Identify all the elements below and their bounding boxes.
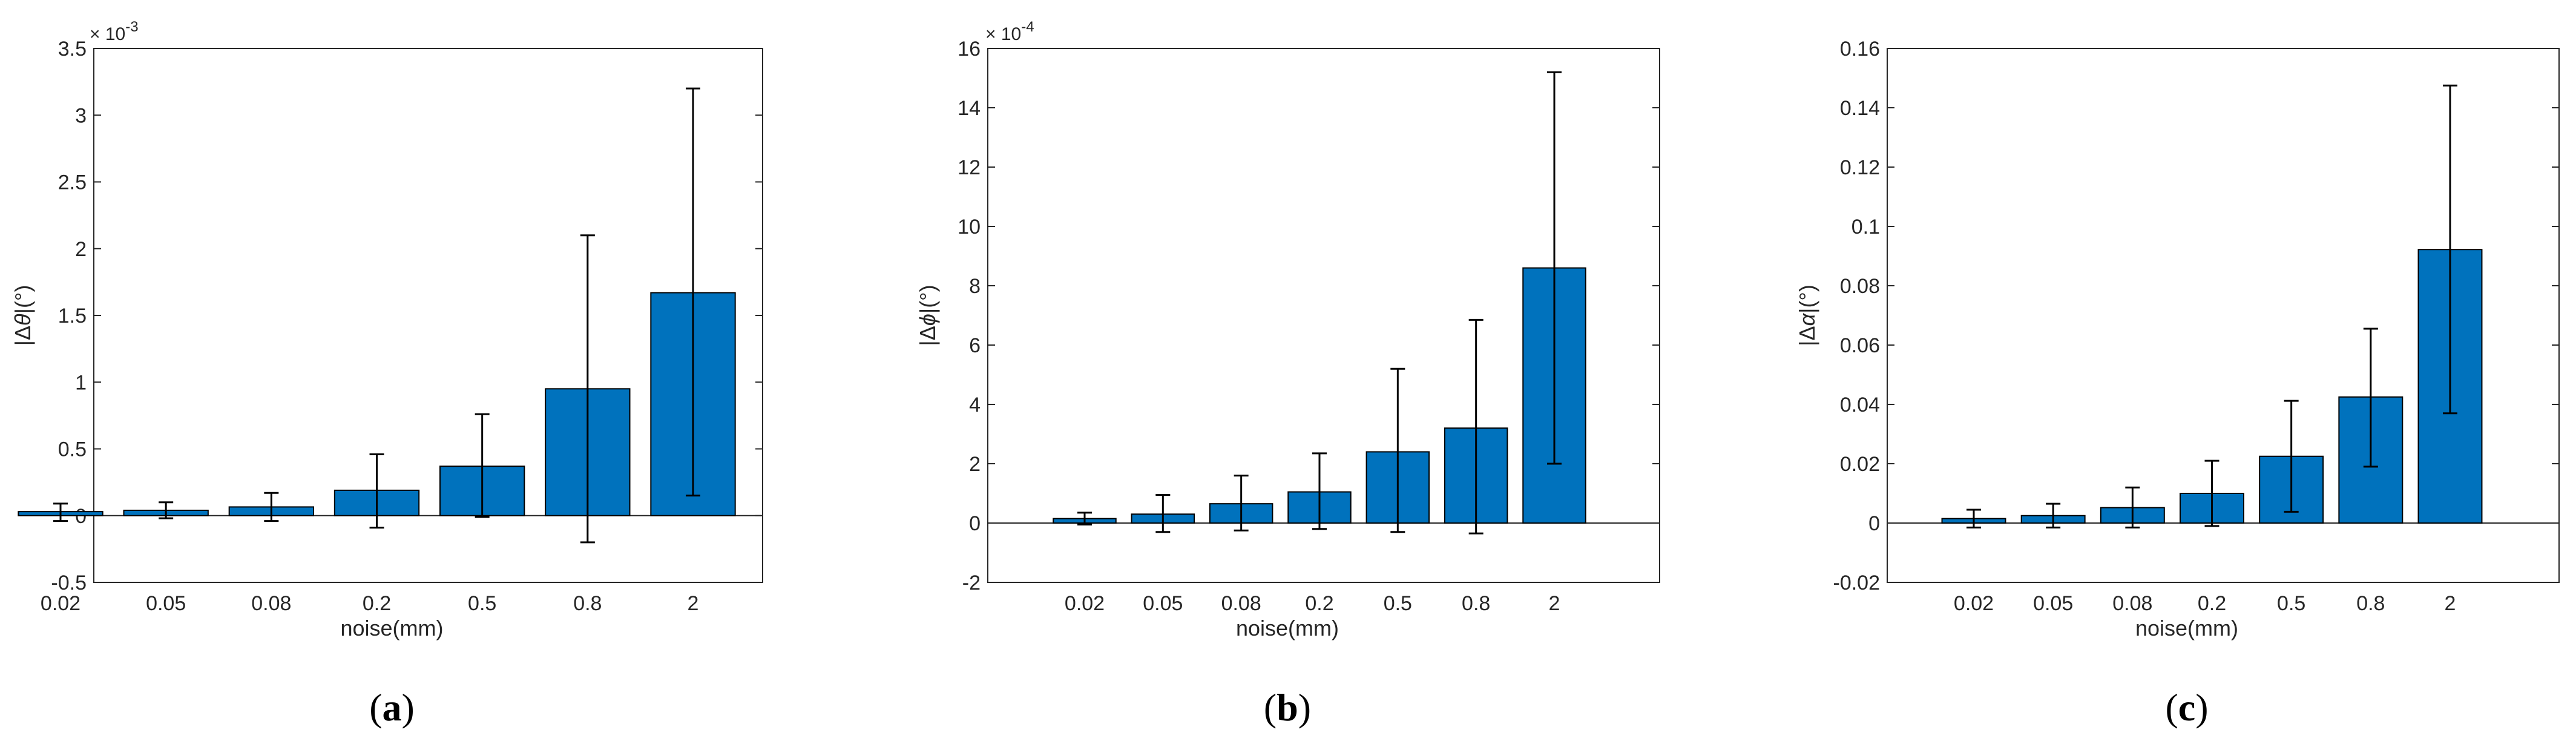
x-tick-label: 0.08 <box>251 592 291 615</box>
x-tick-label: 2 <box>2445 592 2456 615</box>
error-bars <box>1966 84 2457 528</box>
y-tick-label: 0.02 <box>1840 453 1880 476</box>
y-tick-label: 1.5 <box>58 305 87 328</box>
x-tick-label: 0.08 <box>2112 592 2152 615</box>
x-tick-label: 0.02 <box>41 592 80 615</box>
y-tick-label: 0.04 <box>1840 393 1880 416</box>
x-tick-label: 0.08 <box>1221 592 1261 615</box>
x-tick-labels: 0.02 0.05 0.08 0.2 0.5 0.8 2 <box>1065 592 1560 615</box>
y-tick-label: 12 <box>958 156 981 179</box>
y-tick-label: 16 <box>958 38 981 61</box>
x-axis-label: noise(mm) <box>340 616 443 640</box>
y-exponent-label: × 10-3 <box>90 19 139 44</box>
y-tick-label: 0.16 <box>1840 38 1880 61</box>
y-ticks: -2 0 2 4 6 8 10 12 14 16 <box>958 38 1660 594</box>
chart-panel-c: -0.02 0 0.02 0.04 0.06 0.08 0.1 0.12 0.14 0.16 0.… <box>1795 38 2560 729</box>
y-ticks: -0.500.511.522.533.5 <box>51 38 763 594</box>
y-tick-label: -2 <box>962 571 981 594</box>
x-tick-label: 0.2 <box>1305 592 1333 615</box>
x-tick-label: 0.05 <box>1143 592 1183 615</box>
error-bars <box>53 87 700 544</box>
error-bars <box>1077 71 1562 535</box>
x-tick-label: 0.2 <box>363 592 391 615</box>
y-tick-label: 3 <box>75 104 87 127</box>
y-axis-label: |Δθ|(°) <box>10 285 35 346</box>
x-tick-label: 0.02 <box>1954 592 1994 615</box>
y-axis-label: |Δα|(°) <box>1795 285 1819 346</box>
x-tick-label: 0.05 <box>146 592 186 615</box>
y-tick-label: 4 <box>969 393 981 416</box>
y-tick-label: 0.14 <box>1840 97 1880 120</box>
x-tick-labels: 0.02 0.05 0.08 0.2 0.5 0.8 2 <box>1954 592 2456 615</box>
y-tick-label: 14 <box>958 97 981 120</box>
x-tick-labels: 0.02 0.05 0.08 0.2 0.5 0.8 2 <box>41 592 699 615</box>
x-tick-label: 2 <box>1549 592 1560 615</box>
x-tick-label: 0.8 <box>573 592 602 615</box>
y-tick-label: 2.5 <box>58 171 87 194</box>
y-tick-label: 0 <box>1868 512 1880 535</box>
y-tick-label: 2 <box>75 238 87 261</box>
x-tick-label: 0.5 <box>2277 592 2305 615</box>
y-tick-label: 0.08 <box>1840 275 1880 298</box>
y-tick-label: 0.06 <box>1840 334 1880 357</box>
x-tick-label: 0.8 <box>1462 592 1490 615</box>
x-tick-label: 2 <box>688 592 699 615</box>
y-tick-label: 0.5 <box>58 438 87 461</box>
y-tick-label: 0.1 <box>1852 216 1880 239</box>
y-axis-label: |Δϕ|(°) <box>915 285 940 346</box>
y-tick-label: -0.5 <box>51 571 87 594</box>
x-tick-label: 0.2 <box>2198 592 2226 615</box>
chart-panel-a: -0.500.511.522.533.5 0.020.050.080.20.50… <box>10 19 763 729</box>
y-ticks: -0.02 0 0.02 0.04 0.06 0.08 0.1 0.12 0.14 0.16 <box>1833 38 2559 594</box>
y-tick-label: 0 <box>969 512 981 535</box>
y-tick-label: 0.12 <box>1840 156 1880 179</box>
y-tick-label: 3.5 <box>58 38 87 61</box>
panel-label: (c) <box>2165 686 2208 729</box>
y-exponent-label: × 10-4 <box>985 19 1034 44</box>
x-axis-label: noise(mm) <box>2135 616 2238 640</box>
x-tick-label: 0.8 <box>2356 592 2385 615</box>
y-tick-label: 2 <box>969 453 981 476</box>
x-axis-label: noise(mm) <box>1236 616 1339 640</box>
panel-label: (b) <box>1264 686 1311 729</box>
x-tick-label: 0.05 <box>2033 592 2073 615</box>
y-tick-label: 1 <box>75 371 87 394</box>
panel-label: (a) <box>369 686 415 729</box>
chart-panel-b: -2 0 2 4 6 8 10 12 14 16 0.02 0.05 0.08 0.2 0.5 0.8 2 ×… <box>915 19 1660 729</box>
x-tick-label: 0.5 <box>468 592 496 615</box>
y-tick-label: 6 <box>969 334 981 357</box>
y-tick-label: 8 <box>969 275 981 298</box>
x-tick-label: 0.5 <box>1384 592 1412 615</box>
y-tick-label: 10 <box>958 216 981 239</box>
y-tick-label: -0.02 <box>1833 571 1881 594</box>
x-tick-label: 0.02 <box>1065 592 1105 615</box>
